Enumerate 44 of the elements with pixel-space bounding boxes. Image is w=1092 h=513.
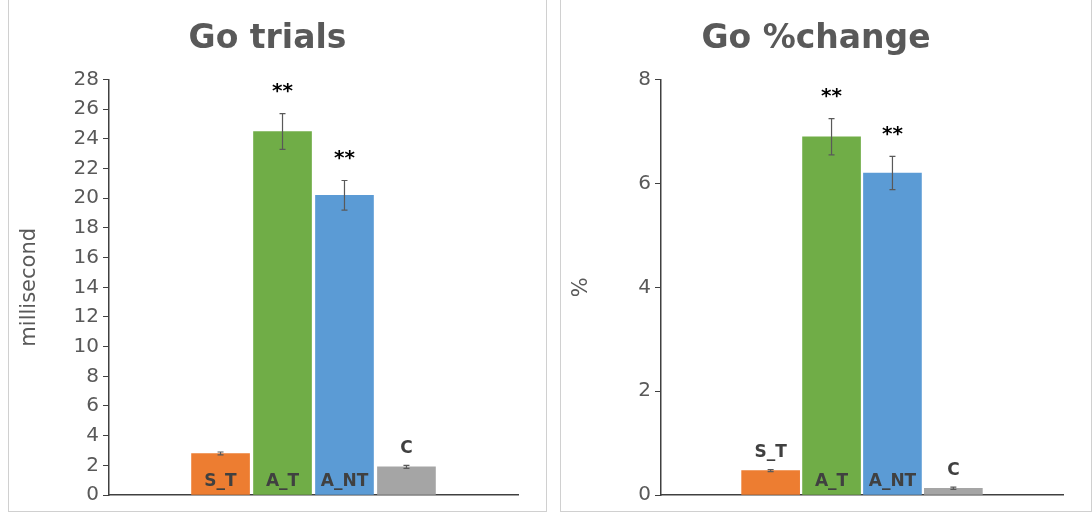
y-tick-label: 8 (638, 65, 651, 90)
y-axis-title: % (568, 277, 593, 298)
annotation: ** (881, 120, 904, 145)
y-tick-label: 2 (86, 451, 99, 476)
bar (802, 136, 861, 495)
y-tick-label: 6 (638, 169, 651, 194)
y-axis-title: millisecond (16, 227, 41, 347)
bar (253, 131, 312, 495)
annotation: ** (821, 82, 843, 107)
x-tick-label: S_T (754, 441, 788, 462)
chart-title: Go trials (188, 17, 347, 57)
y-tick-label: 10 (73, 332, 99, 357)
chart-title: Go %change (701, 17, 931, 57)
y-tick-label: 20 (73, 184, 99, 209)
y-tick-label: 12 (73, 303, 99, 328)
y-tick-label: 22 (73, 154, 99, 179)
bar (315, 194, 374, 495)
y-tick-label: 26 (73, 95, 99, 120)
annotation: ** (334, 144, 356, 169)
y-tick-label: 28 (73, 65, 99, 90)
x-tick-label: C (947, 459, 960, 480)
annotation: ** (272, 77, 294, 102)
bar (924, 487, 983, 495)
y-tick-label: 0 (638, 481, 651, 506)
x-tick-label: C (400, 437, 413, 458)
bar (863, 172, 922, 495)
x-tick-label: A_T (265, 469, 300, 490)
bar (741, 470, 800, 495)
x-tick-label: A_NT (868, 469, 917, 490)
y-tick-label: 8 (86, 362, 99, 387)
bar (377, 466, 436, 495)
y-tick-label: 6 (86, 392, 99, 417)
y-tick-label: 16 (73, 243, 99, 268)
y-tick-label: 18 (73, 214, 99, 239)
y-tick-label: 2 (638, 377, 651, 402)
y-tick-label: 4 (86, 421, 99, 446)
y-tick-label: 14 (73, 273, 99, 298)
y-tick-label: 4 (638, 273, 651, 298)
y-tick-label: 24 (73, 125, 99, 150)
bar (191, 453, 250, 495)
x-tick-label: S_T (204, 469, 238, 490)
y-tick-label: 0 (86, 481, 99, 506)
x-tick-label: A_NT (320, 469, 369, 490)
x-tick-label: A_T (814, 469, 849, 490)
